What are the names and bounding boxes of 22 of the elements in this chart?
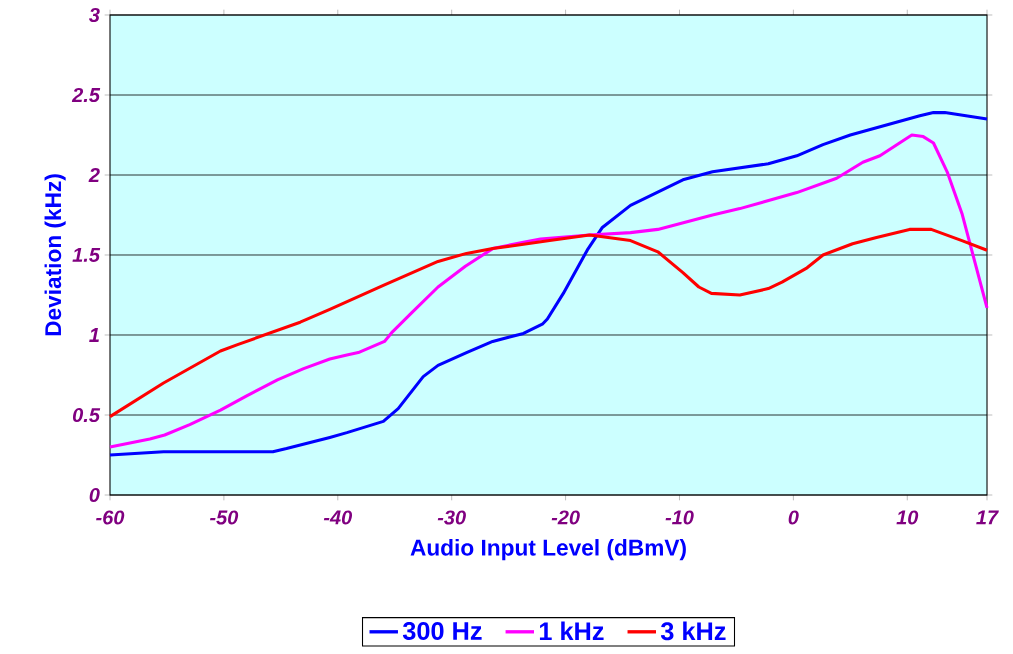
line-series — [108, 227, 989, 419]
y-tick-label: 1 — [89, 328, 99, 342]
y-tick-label: 2 — [88, 168, 100, 182]
x-tick-label: 10 — [896, 510, 919, 525]
x-tick-label: 17 — [976, 510, 999, 525]
y-tick-label: 2.5 — [71, 87, 101, 103]
y-tick-label: 0 — [89, 487, 100, 503]
y-axis-title: Deviation (kHz) — [44, 174, 66, 336]
legend-label: 1 kHz — [539, 621, 604, 640]
y-tick-label: 1.5 — [72, 248, 101, 262]
y-tick-label: 0.5 — [72, 407, 101, 423]
y-tick-label: 3 — [88, 7, 100, 23]
x-tick-label: -30 — [437, 510, 466, 525]
x-tick-label: 0 — [788, 510, 799, 525]
x-tick-label: -10 — [665, 510, 694, 525]
x-tick-label: -60 — [96, 510, 125, 525]
x-tick-label: -20 — [551, 510, 580, 525]
x-axis-title: Audio Input Level (dBmV) — [410, 539, 686, 561]
x-tick-label: -50 — [209, 510, 239, 525]
legend-label: 3 kHz — [660, 621, 726, 641]
legend-label: 300 Hz — [402, 621, 482, 640]
x-tick-label: -40 — [323, 510, 353, 525]
